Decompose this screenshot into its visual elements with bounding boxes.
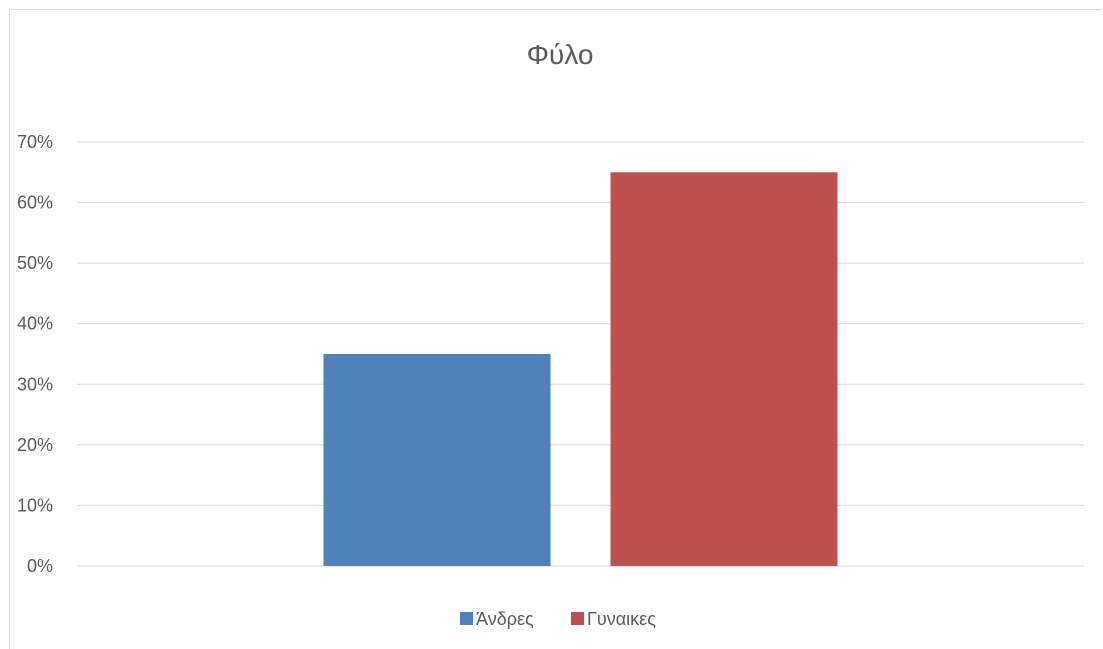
bar-andres [323,354,551,566]
y-tick-label: 50% [17,253,53,273]
gridlines [77,141,1084,567]
y-tick-label: 30% [17,374,53,394]
chart-title: Φύλο [527,39,594,70]
y-tick-label: 20% [17,435,53,455]
y-tick-label: 40% [17,314,53,334]
bars [323,172,838,567]
y-tick-label: 70% [17,132,53,152]
y-axis-ticks: 0% 10% 20% 30% 40% 50% 60% 70% [17,132,53,576]
y-tick-label: 60% [17,193,53,213]
legend-label: Γυναικες [587,609,656,629]
bar-gynaikes [610,172,838,567]
y-tick-label: 0% [27,556,53,576]
y-tick-label: 10% [17,495,53,515]
legend-label: Άνδρες [476,609,534,629]
legend: Άνδρες Γυναικες [460,609,656,629]
legend-swatch [571,612,584,625]
chart-frame [9,9,1102,649]
legend-swatch [460,612,473,625]
